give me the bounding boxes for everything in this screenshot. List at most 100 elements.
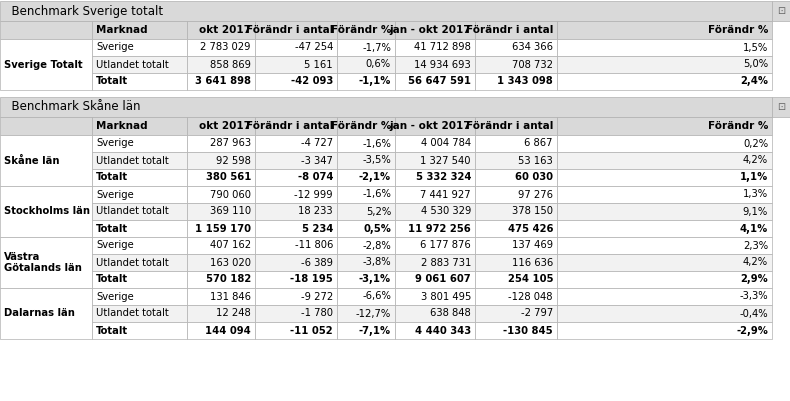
Bar (255, 21, 337, 39)
Text: -3,5%: -3,5% (363, 156, 391, 166)
Bar (0, 186, 92, 237)
Bar (0, 1, 772, 21)
Text: 1,3%: 1,3% (743, 190, 768, 200)
Text: 378 150: 378 150 (512, 207, 553, 217)
Bar (337, 305, 395, 322)
Bar (187, 305, 255, 322)
Text: ⊡: ⊡ (777, 102, 785, 112)
Bar (92, 322, 187, 339)
Bar (187, 186, 255, 203)
Text: 4,2%: 4,2% (743, 156, 768, 166)
Bar (475, 186, 557, 203)
Text: 634 366: 634 366 (512, 43, 553, 53)
Bar (557, 152, 772, 169)
Bar (395, 117, 475, 135)
Bar (92, 237, 187, 254)
Bar (337, 220, 395, 237)
Bar (187, 117, 255, 135)
Text: 254 105: 254 105 (507, 275, 553, 284)
Bar (557, 305, 772, 322)
Bar (255, 220, 337, 237)
Text: Utlandet totalt: Utlandet totalt (96, 257, 169, 267)
Bar (337, 271, 395, 288)
Text: 0,2%: 0,2% (743, 138, 768, 148)
Text: -12 999: -12 999 (295, 190, 333, 200)
Text: 380 561: 380 561 (205, 172, 251, 182)
Bar (187, 39, 255, 56)
Text: 144 094: 144 094 (205, 326, 251, 336)
Bar (255, 152, 337, 169)
Text: Förändr i antal: Förändr i antal (465, 121, 553, 131)
Text: 5 234: 5 234 (302, 223, 333, 233)
Text: jan - okt 2017: jan - okt 2017 (389, 25, 471, 35)
Text: -42 093: -42 093 (291, 77, 333, 87)
Bar (92, 117, 187, 135)
Text: 475 426: 475 426 (507, 223, 553, 233)
Text: ⊡: ⊡ (777, 6, 785, 16)
Text: 5,2%: 5,2% (366, 207, 391, 217)
Text: jan - okt 2017: jan - okt 2017 (389, 121, 471, 131)
Text: Totalt: Totalt (96, 77, 128, 87)
Text: Förändr %: Förändr % (331, 121, 391, 131)
Bar (475, 305, 557, 322)
Text: 1,5%: 1,5% (743, 43, 768, 53)
Text: Benchmark Sverige totalt: Benchmark Sverige totalt (4, 4, 163, 18)
Bar (0, 135, 92, 186)
Bar (0, 21, 92, 39)
Bar (255, 73, 337, 90)
Text: 5,0%: 5,0% (743, 59, 768, 69)
Bar (92, 186, 187, 203)
Bar (772, 97, 790, 117)
Text: Utlandet totalt: Utlandet totalt (96, 308, 169, 318)
Bar (475, 322, 557, 339)
Text: Sverige Totalt: Sverige Totalt (4, 59, 83, 69)
Text: okt 2017: okt 2017 (199, 121, 251, 131)
Bar (557, 73, 772, 90)
Bar (475, 117, 557, 135)
Text: Förändr i antal: Förändr i antal (465, 25, 553, 35)
Text: 11 972 256: 11 972 256 (408, 223, 471, 233)
Text: Benchmark Skåne län: Benchmark Skåne län (4, 101, 141, 113)
Text: -4 727: -4 727 (301, 138, 333, 148)
Bar (0, 117, 92, 135)
Bar (0, 97, 772, 117)
Text: -1,6%: -1,6% (362, 138, 391, 148)
Bar (557, 21, 772, 39)
Text: 4 440 343: 4 440 343 (415, 326, 471, 336)
Bar (92, 135, 187, 152)
Bar (0, 39, 92, 90)
Text: okt 2017: okt 2017 (199, 25, 251, 35)
Text: 5 161: 5 161 (304, 59, 333, 69)
Text: -18 195: -18 195 (290, 275, 333, 284)
Bar (92, 271, 187, 288)
Bar (557, 135, 772, 152)
Text: Skåne län: Skåne län (4, 156, 59, 166)
Text: 9 061 607: 9 061 607 (416, 275, 471, 284)
Text: Sverige: Sverige (96, 241, 134, 251)
Bar (187, 152, 255, 169)
Bar (187, 271, 255, 288)
Text: 18 233: 18 233 (299, 207, 333, 217)
Bar (395, 305, 475, 322)
Text: 1,1%: 1,1% (739, 172, 768, 182)
Text: Marknad: Marknad (96, 25, 148, 35)
Text: -3,3%: -3,3% (739, 292, 768, 302)
Text: 2 783 029: 2 783 029 (201, 43, 251, 53)
Text: 570 182: 570 182 (205, 275, 251, 284)
Text: 116 636: 116 636 (512, 257, 553, 267)
Bar (557, 39, 772, 56)
Bar (337, 186, 395, 203)
Text: -130 845: -130 845 (503, 326, 553, 336)
Text: 4 004 784: 4 004 784 (421, 138, 471, 148)
Text: -2,8%: -2,8% (363, 241, 391, 251)
Bar (475, 203, 557, 220)
Bar (255, 39, 337, 56)
Bar (337, 73, 395, 90)
Bar (395, 73, 475, 90)
Bar (337, 169, 395, 186)
Bar (557, 322, 772, 339)
Text: 1 159 170: 1 159 170 (195, 223, 251, 233)
Bar (187, 220, 255, 237)
Bar (255, 254, 337, 271)
Text: 7 441 927: 7 441 927 (420, 190, 471, 200)
